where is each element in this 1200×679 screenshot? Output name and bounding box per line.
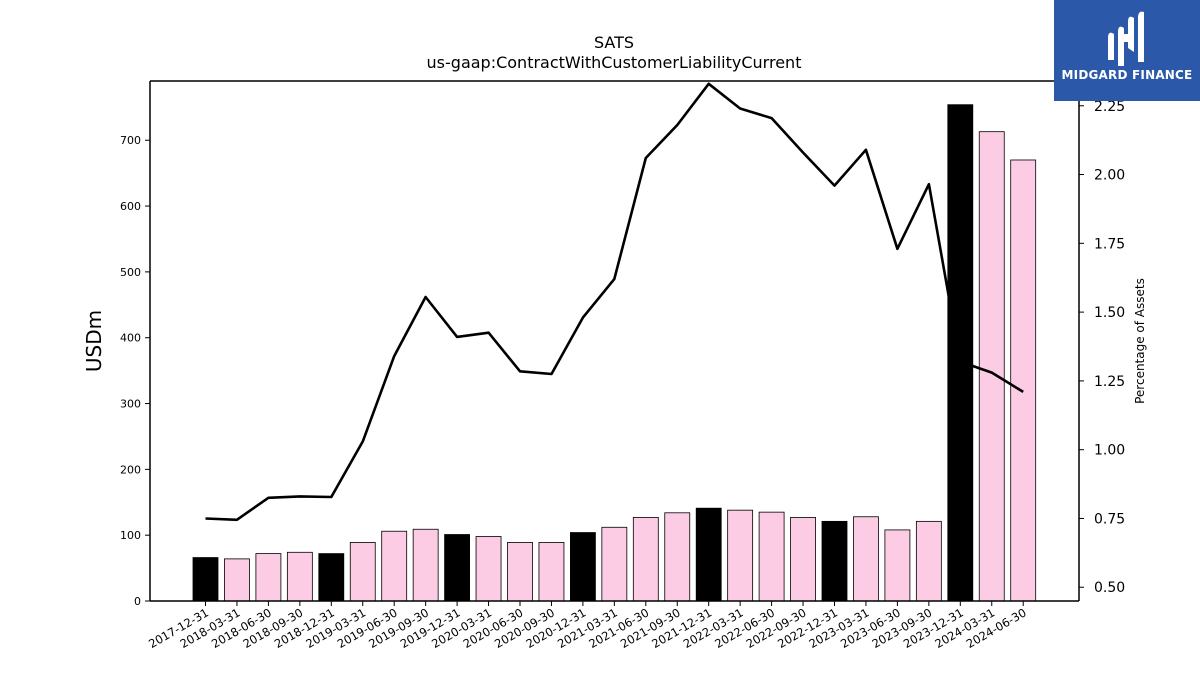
- bar-2020-09-30: [538, 542, 565, 602]
- y2-tick-label-1.25: 1.25: [1094, 374, 1125, 390]
- bar-2023-06-30: [884, 529, 911, 602]
- y2-tick-label-0.50: 0.50: [1094, 580, 1125, 596]
- plot-layer: 0 100 200 300 400 500 600 700 0.50 0.75 1.00 1.25 1.…: [120, 80, 1125, 651]
- bar-2021-06-30: [632, 517, 659, 602]
- bar-2021-03-31: [601, 526, 628, 602]
- y-tick-label-100: 100: [120, 529, 141, 542]
- bar-2023-03-31: [853, 516, 879, 602]
- y-tick-label-700: 700: [120, 134, 141, 147]
- y2-axis-label: Percentage of Assets: [1133, 278, 1147, 404]
- bar-2022-06-30: [758, 511, 785, 602]
- y-tick-label-400: 400: [120, 332, 141, 345]
- bar-2017-12-31: [192, 557, 219, 602]
- bar-2024-03-31: [978, 131, 1005, 602]
- y2-tick-label-0.75: 0.75: [1094, 511, 1125, 527]
- bar-2022-09-30: [790, 517, 816, 602]
- y2-tick-label-2.25: 2.25: [1094, 99, 1125, 115]
- bar-2024-06-30: [1010, 159, 1037, 602]
- y2-tick-label-1.00: 1.00: [1094, 443, 1125, 459]
- y-tick-label-0: 0: [134, 595, 141, 608]
- line-series-percentage: [205, 82, 1024, 522]
- brand-name: MIDGARD FINANCE: [1061, 68, 1193, 82]
- chart-title: SATS: [594, 33, 634, 52]
- y2-tick-label-1.75: 1.75: [1094, 236, 1125, 252]
- bar-2021-12-31: [695, 507, 722, 602]
- bar-2018-12-31: [318, 553, 345, 602]
- bar-2019-03-31: [349, 542, 376, 602]
- y-tick-label-200: 200: [120, 463, 141, 476]
- bar-2023-09-30: [915, 520, 942, 602]
- y2-tick-label-2.00: 2.00: [1094, 168, 1125, 184]
- bar-2019-06-30: [381, 530, 408, 602]
- bar-2022-12-31: [821, 520, 848, 602]
- bar-2018-06-30: [255, 553, 282, 602]
- y-axis-label: USDm: [82, 310, 106, 372]
- y-tick-label-500: 500: [120, 266, 141, 279]
- y2-tick-label-1.50: 1.50: [1094, 305, 1125, 321]
- bar-2022-03-31: [727, 509, 754, 602]
- bar-2020-06-30: [507, 542, 533, 602]
- bar-2018-03-31: [224, 558, 250, 602]
- bar-2019-12-31: [444, 534, 471, 602]
- bar-2020-03-31: [475, 536, 502, 602]
- y-tick-label-600: 600: [120, 200, 141, 213]
- y-tick-label-300: 300: [120, 398, 141, 411]
- bar-2018-09-30: [286, 551, 313, 602]
- bar-2023-12-31: [947, 104, 974, 602]
- bar-2020-12-31: [570, 532, 596, 602]
- bar-2019-09-30: [412, 528, 439, 602]
- midgard-m-logo-icon: [1108, 11, 1144, 67]
- bar-2021-09-30: [664, 512, 691, 602]
- brand-logo: MIDGARD FINANCE: [1054, 0, 1200, 101]
- chart-subtitle: us-gaap:ContractWithCustomerLiabilityCur…: [427, 53, 802, 72]
